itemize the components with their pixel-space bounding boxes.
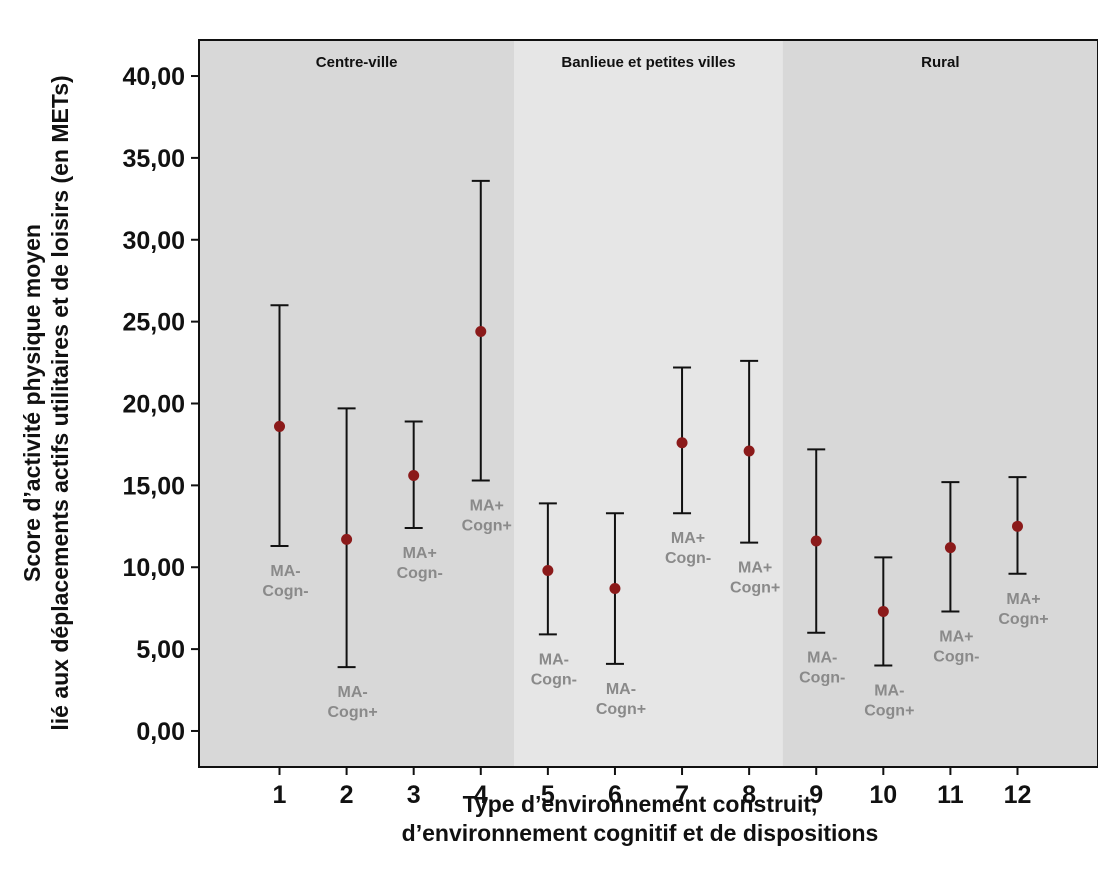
point-label-line: MA+: [403, 545, 437, 562]
y-tick-label: 15,00: [122, 472, 185, 500]
region-background: [514, 40, 783, 767]
data-point: [274, 420, 286, 432]
x-axis-ticks: 1 2 3 4 5 6 7 8 9 10 11 12: [273, 767, 1032, 809]
x-tick-label: 5: [541, 781, 555, 809]
point-label: MA+ Cogn-: [933, 628, 979, 665]
point-label-line: MA-: [337, 684, 367, 701]
point-label: MA- Cogn+: [864, 682, 914, 719]
data-point: [1011, 520, 1023, 532]
point-label-line: Cogn+: [327, 704, 377, 721]
point-label-line: Cogn+: [596, 701, 646, 718]
data-point: [408, 470, 420, 482]
point-label-line: MA+: [1006, 591, 1040, 608]
x-tick-label: 10: [869, 781, 897, 809]
point-label-line: Cogn+: [462, 517, 512, 534]
data-points: [274, 325, 1023, 617]
point-label-line: MA-: [539, 651, 569, 668]
x-tick-label: 11: [937, 781, 964, 809]
point-label: MA+ Cogn-: [665, 530, 711, 567]
point-label-line: Cogn-: [397, 565, 443, 582]
region-label: Rural: [921, 54, 959, 71]
x-tick-label: 9: [809, 781, 823, 809]
x-tick-label: 1: [273, 781, 287, 809]
point-label-line: MA-: [874, 682, 904, 699]
region-labels: Centre-ville Banlieue et petites villes Ru…: [316, 54, 960, 71]
point-label-line: Cogn-: [799, 670, 845, 687]
point-label-line: MA+: [470, 497, 504, 514]
data-point: [341, 533, 353, 545]
point-labels: MA- Cogn- MA- Cogn+ MA+ Cogn- MA+ Cogn+ MA- Cogn-…: [262, 497, 1048, 721]
x-axis-title-line: Type d’environnement construit,: [463, 791, 818, 817]
x-axis-title: Type d’environnement construit, d’environ…: [402, 791, 879, 846]
data-point: [475, 325, 487, 337]
data-point: [944, 542, 956, 554]
data-point: [743, 445, 755, 457]
region-label: Centre-ville: [316, 54, 398, 71]
point-label-line: MA+: [939, 628, 973, 645]
point-label: MA+ Cogn-: [397, 545, 443, 582]
data-point: [676, 437, 688, 449]
y-tick-label: 40,00: [122, 63, 185, 91]
y-tick-label: 35,00: [122, 145, 185, 173]
y-tick-label: 20,00: [122, 391, 185, 419]
y-axis-title: Score d’activité physique moyenlié aux d…: [19, 75, 73, 730]
y-tick-label: 5,00: [136, 636, 185, 664]
y-axis-title-line: lié aux déplacements actifs utilitaires …: [47, 75, 73, 730]
point-label-line: Cogn+: [864, 702, 914, 719]
axis-titles: Type d’environnement construit, d’environ…: [19, 75, 878, 846]
point-label-line: MA+: [671, 530, 705, 547]
point-label-line: Cogn-: [262, 583, 308, 600]
x-tick-label: 2: [340, 781, 354, 809]
point-label-line: Cogn+: [998, 611, 1048, 628]
point-label: MA- Cogn+: [327, 684, 377, 721]
x-tick-label: 3: [407, 781, 421, 809]
y-axis-ticks: 0,00 5,00 10,00 15,00 20,00 25,00 30,00 35,00 40…: [122, 63, 199, 746]
point-label: MA- Cogn-: [799, 650, 845, 687]
point-label-line: Cogn-: [531, 671, 577, 688]
point-label-line: MA-: [270, 563, 300, 580]
x-tick-label: 7: [675, 781, 689, 809]
point-label-line: Cogn-: [665, 550, 711, 567]
region-background: [782, 40, 1098, 767]
point-label-line: Cogn-: [933, 648, 979, 665]
region-background: [199, 40, 515, 767]
x-tick-label: 8: [742, 781, 756, 809]
x-tick-label: 4: [474, 781, 488, 809]
region-backgrounds: [199, 40, 1098, 767]
point-label-line: MA+: [738, 560, 772, 577]
y-tick-label: 25,00: [122, 309, 185, 337]
point-label: MA+ Cogn+: [462, 497, 512, 534]
y-axis-title-line: Score d’activité physique moyen: [19, 224, 45, 582]
x-axis-title-line: d’environnement cognitif et de dispositi…: [402, 820, 879, 846]
y-tick-label: 10,00: [122, 554, 185, 582]
point-label: MA- Cogn+: [596, 681, 646, 718]
data-point: [609, 583, 621, 595]
data-point: [542, 565, 554, 577]
point-label-line: MA-: [807, 650, 837, 667]
point-label: MA+ Cogn+: [998, 591, 1048, 628]
data-point: [877, 605, 889, 617]
point-label: MA+ Cogn+: [730, 560, 780, 597]
data-point: [810, 535, 822, 547]
y-tick-label: 30,00: [122, 227, 185, 255]
point-label: MA- Cogn-: [531, 651, 577, 688]
point-label-line: Cogn+: [730, 580, 780, 597]
y-tick-label: 0,00: [136, 718, 185, 746]
x-tick-label: 6: [608, 781, 622, 809]
point-label: MA- Cogn-: [262, 563, 308, 600]
x-tick-label: 12: [1004, 781, 1032, 809]
region-label: Banlieue et petites villes: [561, 54, 735, 71]
point-label-line: MA-: [606, 681, 636, 698]
